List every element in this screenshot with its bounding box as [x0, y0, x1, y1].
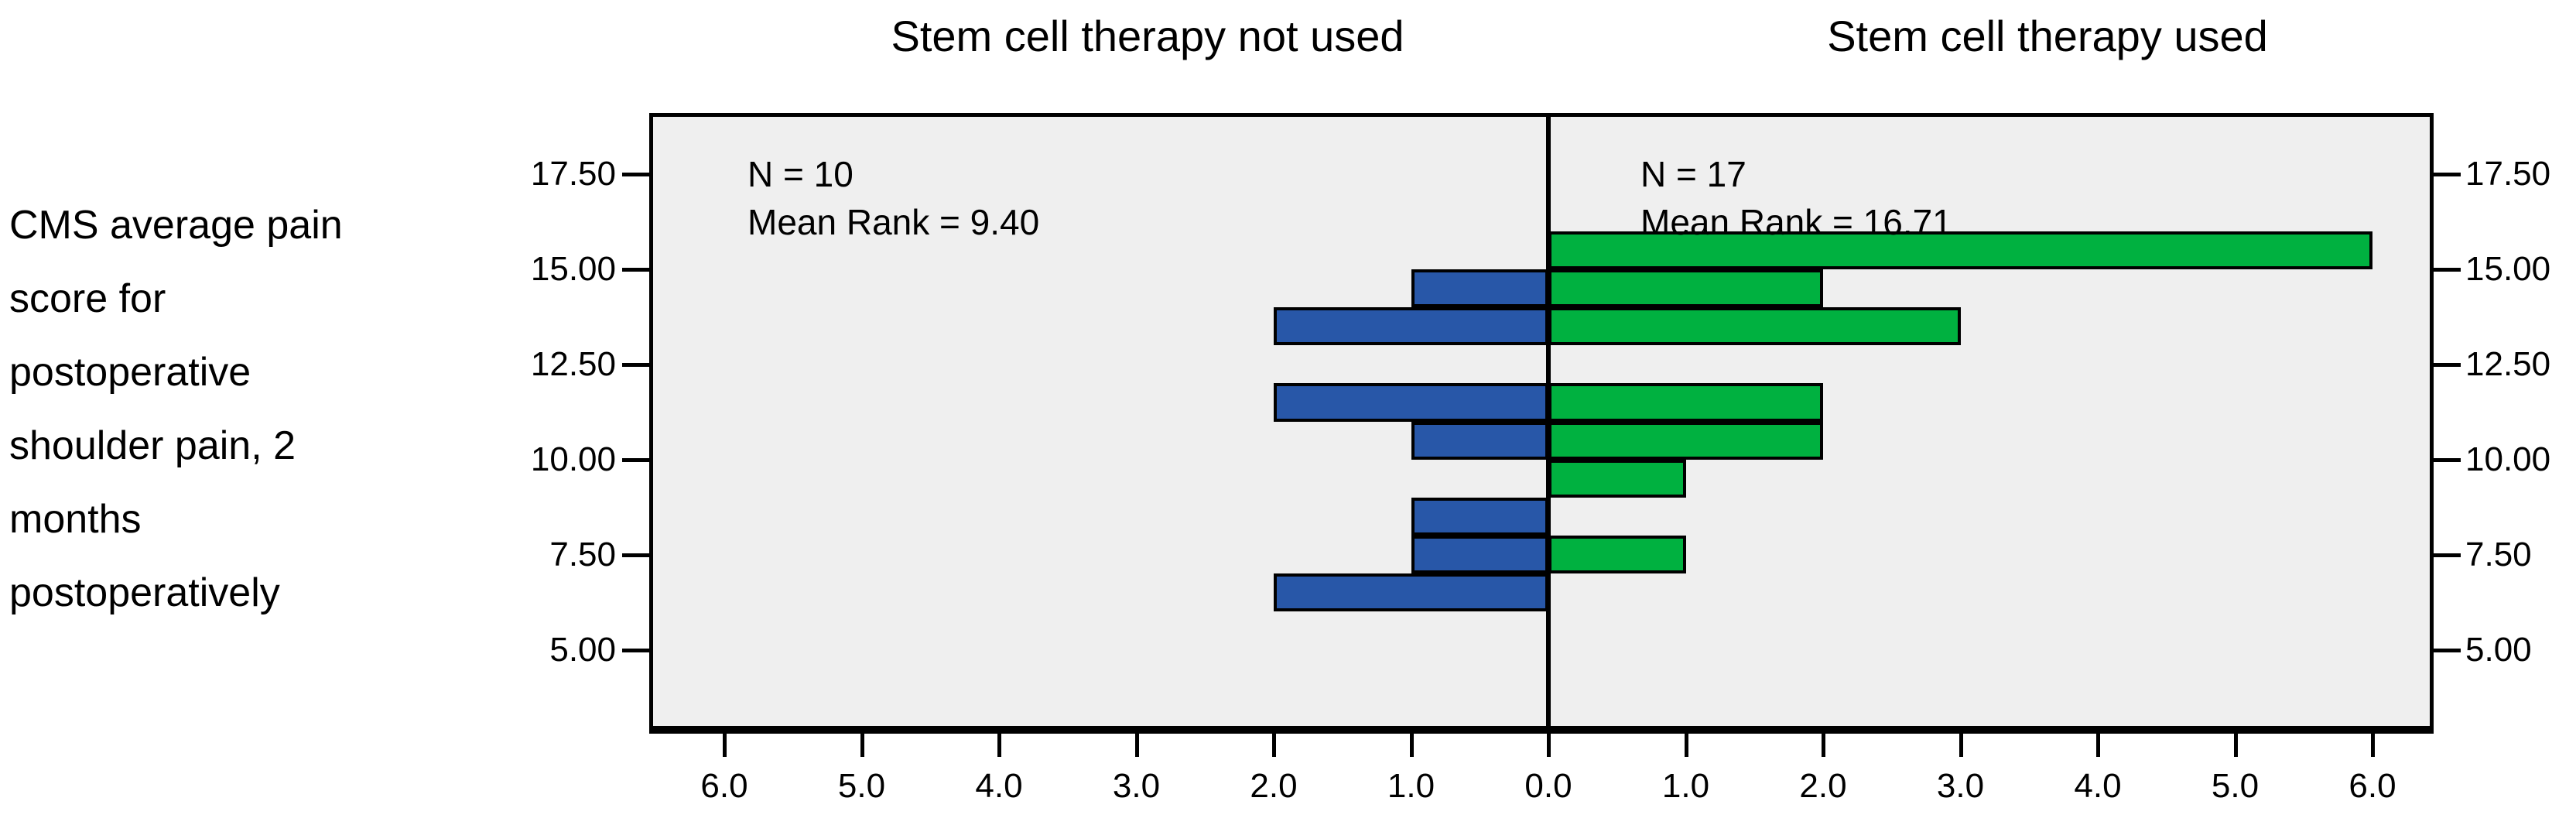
y-tick-label-right: 10.00 [2465, 440, 2551, 478]
bar-left-8-9 [1411, 497, 1548, 536]
y-tick-right-17.50 [2430, 172, 2461, 176]
y-tick-left-12.50 [622, 362, 653, 367]
y-tick-left-7.50 [622, 553, 653, 557]
bar-right-15-16 [1548, 231, 2372, 269]
y-tick-label-left: 15.00 [530, 249, 616, 288]
bar-left-7-8 [1411, 536, 1548, 574]
y-tick-label-right: 7.50 [2465, 535, 2532, 573]
x-tick-label-left-6.0: 6.0 [700, 767, 748, 805]
x-tick-label-right-6.0: 6.0 [2349, 767, 2396, 805]
y-tick-label-left: 10.00 [530, 440, 616, 478]
x-tick-right-2.0 [1822, 734, 1825, 757]
annotation-right: N = 17 Mean Rank = 16.71 [1640, 150, 1952, 246]
y-tick-label-left: 17.50 [530, 154, 616, 193]
bar-left-13-14 [1274, 306, 1548, 346]
x-tick-label-right-5.0: 5.0 [2211, 767, 2260, 805]
x-tick-left-4.0 [997, 734, 1001, 757]
annotation-right-n: N = 17 [1640, 154, 1746, 194]
annotation-right-mean-rank: Mean Rank = 16.71 [1640, 202, 1952, 242]
x-tick-right-4.0 [2096, 734, 2100, 757]
bar-right-10-11 [1548, 421, 1823, 460]
x-tick-right-1.0 [1684, 734, 1688, 757]
y-tick-left-5.00 [622, 648, 653, 652]
x-tick-right-6.0 [2371, 734, 2375, 757]
center-axis-line [1546, 117, 1551, 726]
x-tick-label-center-0: 0.0 [1524, 767, 1572, 805]
x-axis-line [649, 726, 2434, 734]
x-tick-label-right-3.0: 3.0 [1936, 767, 1985, 805]
panel-title-left: Stem cell therapy not used [891, 12, 1404, 60]
x-tick-right-5.0 [2233, 734, 2238, 757]
bar-left-11-12 [1274, 383, 1548, 422]
y-variable-label: CMS average pain score for postoperative… [9, 203, 343, 615]
x-tick-label-right-1.0: 1.0 [1661, 767, 1710, 805]
x-tick-left-1.0 [1409, 734, 1414, 757]
y-tick-label-left: 7.50 [549, 535, 616, 573]
annotation-left: N = 10 Mean Rank = 9.40 [747, 150, 1039, 246]
y-tick-right-5.00 [2430, 648, 2461, 652]
x-tick-label-right-4.0: 4.0 [2074, 767, 2122, 805]
x-tick-center-0 [1547, 734, 1551, 757]
x-tick-left-2.0 [1272, 734, 1276, 757]
x-tick-label-left-3.0: 3.0 [1112, 767, 1161, 805]
y-tick-right-15.00 [2430, 267, 2461, 272]
bar-right-7-8 [1548, 536, 1686, 574]
y-tick-left-17.50 [622, 172, 653, 176]
panel-title-right: Stem cell therapy used [1827, 12, 2268, 60]
y-tick-label-left: 12.50 [530, 344, 616, 383]
x-tick-label-left-5.0: 5.0 [837, 767, 886, 805]
x-tick-left-5.0 [860, 734, 864, 757]
y-tick-label-right: 12.50 [2465, 344, 2551, 383]
y-tick-label-right: 5.00 [2465, 630, 2532, 669]
bar-left-10-11 [1411, 421, 1548, 460]
y-tick-left-15.00 [622, 267, 653, 272]
x-tick-label-left-1.0: 1.0 [1387, 767, 1435, 805]
bar-right-14-15 [1548, 269, 1823, 307]
bar-right-9-10 [1548, 459, 1686, 498]
x-tick-left-3.0 [1134, 734, 1139, 757]
bar-left-14-15 [1411, 269, 1548, 307]
x-tick-right-3.0 [1959, 734, 1963, 757]
y-tick-label-right: 17.50 [2465, 154, 2551, 193]
annotation-left-n: N = 10 [747, 154, 854, 194]
y-tick-label-left: 5.00 [549, 630, 616, 669]
bar-right-13-14 [1548, 306, 1961, 346]
bar-left-6-7 [1274, 573, 1548, 612]
x-tick-label-left-2.0: 2.0 [1250, 767, 1298, 805]
y-tick-right-10.00 [2430, 457, 2461, 462]
y-tick-left-10.00 [622, 457, 653, 462]
y-tick-right-7.50 [2430, 553, 2461, 557]
y-tick-right-12.50 [2430, 362, 2461, 367]
x-tick-label-left-4.0: 4.0 [975, 767, 1023, 805]
x-tick-left-6.0 [723, 734, 727, 757]
bar-right-11-12 [1548, 383, 1823, 422]
x-tick-label-right-2.0: 2.0 [1799, 767, 1847, 805]
plot-area [653, 117, 2430, 726]
y-tick-label-right: 15.00 [2465, 249, 2551, 288]
annotation-left-mean-rank: Mean Rank = 9.40 [747, 202, 1040, 242]
